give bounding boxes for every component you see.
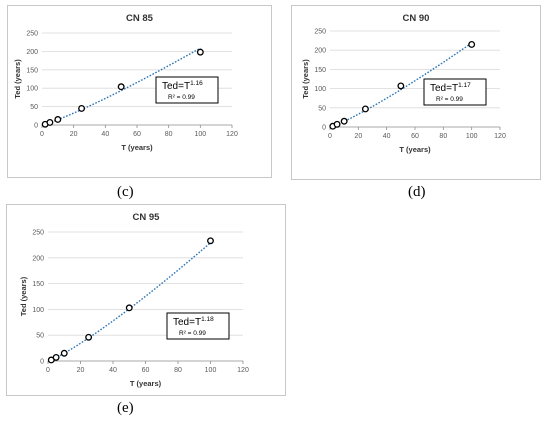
y-tick-label: 50 — [30, 104, 38, 111]
data-point — [117, 83, 125, 91]
chart-title: CN 95 — [133, 212, 161, 223]
data-point — [468, 40, 476, 48]
x-tick-label: 0 — [40, 131, 44, 138]
y-tick-label: 250 — [26, 31, 38, 38]
y-axis-label: Ted (years) — [301, 59, 310, 99]
x-tick-label: 120 — [226, 131, 238, 138]
y-tick-label: 150 — [26, 67, 38, 74]
data-point — [196, 48, 204, 56]
caption-e: (e) — [117, 400, 134, 416]
chart-title: CN 90 — [403, 13, 430, 24]
x-tick-label: 60 — [411, 133, 419, 140]
r-squared-text: R² = 0.99 — [179, 330, 206, 337]
x-axis-label: T (years) — [399, 145, 431, 154]
data-point — [46, 118, 54, 126]
x-tick-label: 100 — [205, 367, 217, 374]
data-point — [78, 104, 86, 112]
chart-frame — [7, 5, 272, 178]
y-tick-label: 150 — [32, 281, 44, 288]
x-tick-label: 120 — [494, 133, 506, 140]
data-point — [85, 333, 93, 341]
equation-text: Ted=T1.17 — [430, 82, 471, 94]
x-tick-label: 100 — [466, 133, 478, 140]
x-tick-label: 80 — [174, 367, 182, 374]
y-tick-label: 0 — [322, 125, 326, 132]
equation-box — [166, 312, 230, 340]
data-point — [361, 105, 369, 113]
caption-d: (d) — [408, 184, 426, 200]
chart-panel-cn95: CN 95 0 50 100 150 200 250 0 20 40 60 80 100 120 T (ye… — [6, 204, 286, 396]
x-tick-label: 40 — [383, 133, 391, 140]
data-point — [207, 237, 214, 245]
y-tick-label: 150 — [314, 67, 326, 74]
y-tick-label: 200 — [26, 49, 38, 56]
chart-svg-cn85: CN 85 0 50 100 150 200 250 0 20 40 60 80 100 120 T (ye… — [7, 5, 272, 178]
data-point — [333, 120, 341, 128]
data-point — [54, 116, 62, 123]
x-tick-label: 60 — [133, 131, 141, 138]
equation-box — [423, 78, 487, 106]
x-axis-label: T (years) — [121, 143, 153, 152]
x-tick-label: 20 — [70, 131, 78, 138]
x-tick-label: 60 — [142, 367, 150, 374]
equation-text: Ted=T1.18 — [173, 316, 214, 328]
x-tick-label: 100 — [194, 131, 206, 138]
y-axis-label: Ted (years) — [19, 276, 28, 316]
data-point — [52, 353, 60, 361]
x-tick-label: 20 — [354, 133, 362, 140]
y-tick-label: 200 — [32, 255, 44, 262]
chart-panel-cn90: CN 90 0 50 100 150 200 250 0 20 40 60 80 100 120 T (ye… — [291, 5, 541, 180]
x-tick-label: 0 — [328, 133, 332, 140]
data-point — [60, 349, 68, 357]
chart-panel-cn85: CN 85 0 50 100 150 200 250 0 20 40 60 80 100 120 T (ye… — [7, 5, 272, 178]
power-trendline — [50, 242, 211, 361]
chart-svg-cn95: CN 95 0 50 100 150 200 250 0 20 40 60 80 100 120 T (ye… — [6, 204, 286, 396]
y-tick-label: 100 — [314, 86, 326, 93]
r-squared-text: R² = 0.99 — [436, 96, 463, 103]
y-tick-label: 100 — [32, 307, 44, 314]
chart-frame — [6, 204, 286, 396]
chart-title: CN 85 — [126, 13, 154, 24]
y-tick-label: 0 — [34, 123, 38, 130]
x-tick-label: 40 — [109, 367, 117, 374]
y-axis-label: Ted (years) — [13, 59, 22, 99]
y-tick-label: 50 — [36, 333, 44, 340]
x-tick-label: 120 — [237, 367, 249, 374]
equation-box — [155, 76, 219, 104]
r-squared-text: R² = 0.99 — [168, 94, 195, 101]
chart-frame — [291, 5, 541, 180]
y-tick-label: 200 — [314, 48, 326, 55]
caption-c: (c) — [117, 184, 134, 200]
y-tick-label: 100 — [26, 86, 38, 93]
x-tick-label: 20 — [77, 367, 85, 374]
data-point — [397, 82, 405, 90]
y-tick-label: 50 — [318, 105, 326, 112]
y-tick-label: 250 — [32, 230, 44, 237]
x-axis-label: T (years) — [130, 379, 162, 388]
y-tick-label: 250 — [314, 29, 326, 36]
equation-text: Ted=T1.16 — [162, 80, 203, 92]
x-tick-label: 40 — [101, 131, 109, 138]
x-tick-label: 80 — [165, 131, 173, 138]
x-tick-label: 0 — [46, 367, 50, 374]
data-point — [125, 304, 133, 312]
x-tick-label: 80 — [439, 133, 447, 140]
data-point — [340, 117, 348, 125]
chart-svg-cn90: CN 90 0 50 100 150 200 250 0 20 40 60 80 100 120 T (ye… — [291, 5, 541, 180]
y-tick-label: 0 — [40, 359, 44, 366]
